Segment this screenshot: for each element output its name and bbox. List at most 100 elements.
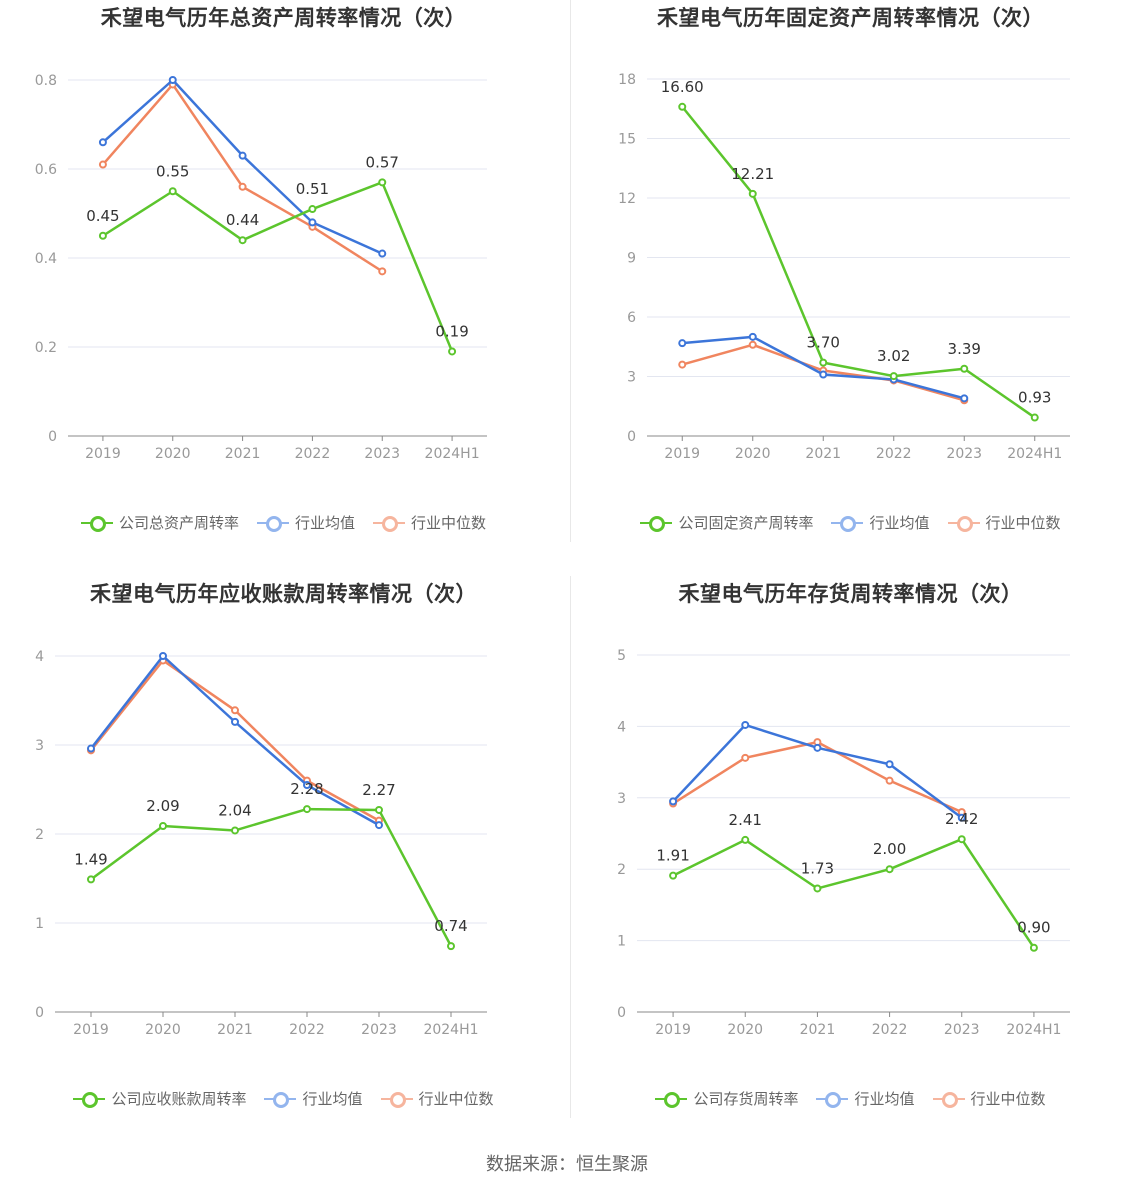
data-label: 3.70 [807,334,840,352]
legend-item-industry-average[interactable]: 行业均值 [256,512,355,533]
data-point[interactable] [819,370,828,379]
x-tick-label: 2022 [295,446,331,462]
legend-item-company[interactable]: 公司总资产周转率 [80,512,239,533]
data-point[interactable] [159,652,167,660]
data-point[interactable] [813,743,822,752]
legend-item-industry-median[interactable]: 行业中位数 [373,512,486,533]
data-label: 2.28 [290,780,323,798]
data-point[interactable] [678,102,687,111]
data-point[interactable] [375,821,383,830]
legend-label: 行业均值 [854,1090,915,1108]
data-point[interactable] [378,249,387,258]
data-point[interactable] [813,884,822,893]
data-point[interactable] [448,347,457,356]
data-point[interactable] [957,813,966,822]
data-point[interactable] [960,364,969,373]
data-point[interactable] [159,821,167,830]
legend-label: 公司固定资产周转率 [678,514,814,532]
data-point[interactable] [231,706,239,715]
x-tick-label: 2021 [217,1022,253,1038]
data-point[interactable] [308,218,317,227]
data-label: 12.21 [731,165,774,183]
data-point[interactable] [378,267,387,276]
data-point[interactable] [885,760,894,769]
legend-item-industry-median[interactable]: 行业中位数 [380,1088,494,1109]
data-point[interactable] [238,151,247,160]
legend-line-icon [816,1091,849,1108]
data-point[interactable] [231,717,239,726]
data-point[interactable] [238,236,247,245]
legend-item-industry-median[interactable]: 行业中位数 [932,1088,1046,1109]
data-point[interactable] [741,720,750,729]
data-point[interactable] [231,826,239,835]
x-tick-label: 2019 [655,1022,691,1038]
chart-plot: 0 1 2 3 4 5 2019 2020 2021 2022 2023 2024H1 1.91 2.41… [617,648,1070,1038]
x-tick-label: 2023 [361,1022,397,1038]
legend-item-company[interactable]: 公司应收账款周转率 [73,1088,246,1109]
data-point[interactable] [748,340,757,349]
series-line [672,837,1035,949]
chart-legend: 公司固定资产周转率 行业均值 行业中位数 [567,512,1134,533]
data-point[interactable] [98,231,107,240]
x-tick-label: 2021 [225,446,261,462]
y-tick-label: 0 [617,1005,626,1021]
data-point[interactable] [308,205,317,214]
data-point[interactable] [447,942,455,951]
data-point[interactable] [741,835,750,844]
series-line [90,659,380,822]
data-point[interactable] [819,358,828,367]
y-tick-label: 12 [618,191,636,207]
data-point[interactable] [885,865,894,874]
data-point[interactable] [889,372,898,381]
data-label: 3.39 [948,340,981,358]
data-point[interactable] [960,394,969,403]
data-point[interactable] [1029,943,1038,952]
data-label: 0.55 [156,162,189,180]
data-point[interactable] [957,835,966,844]
vertical-divider-top [570,0,571,542]
legend-label: 行业中位数 [970,1090,1046,1108]
data-point[interactable] [303,805,311,814]
legend-item-industry-average[interactable]: 行业均值 [831,512,930,533]
y-tick-label: 4 [35,649,44,665]
data-point[interactable] [378,178,387,187]
data-point[interactable] [238,182,247,191]
legend-item-company[interactable]: 公司存货周转率 [655,1088,798,1109]
data-point[interactable] [168,76,177,84]
data-point[interactable] [1030,413,1039,422]
data-point[interactable] [669,797,678,806]
data-label: 16.60 [661,78,704,96]
data-point[interactable] [885,776,894,785]
data-label: 2.27 [362,781,395,799]
data-point[interactable] [303,781,311,790]
data-point[interactable] [87,744,95,753]
chart-legend: 公司应收账款周转率 行业均值 行业中位数 [0,1088,567,1109]
series-line [90,654,380,827]
data-point[interactable] [98,160,107,169]
legend-item-industry-average[interactable]: 行业均值 [264,1088,363,1109]
legend-label: 公司总资产周转率 [118,514,239,532]
data-point[interactable] [98,138,107,147]
data-source-note: 数据来源：恒生聚源 [486,1154,648,1175]
y-tick-label: 3 [35,738,44,754]
chart-legend: 公司存货周转率 行业均值 行业中位数 [567,1088,1134,1109]
data-point[interactable] [168,187,177,196]
legend-line-icon [264,1091,297,1108]
data-point[interactable] [375,805,383,814]
legend-item-industry-median[interactable]: 行业中位数 [947,512,1061,533]
legend-item-company[interactable]: 公司固定资产周转率 [640,512,813,533]
y-tick-label: 0 [627,429,636,445]
data-point[interactable] [741,753,750,762]
data-point[interactable] [748,189,757,198]
data-point[interactable] [87,875,95,884]
data-point[interactable] [669,871,678,880]
data-point[interactable] [678,360,687,369]
legend-label: 行业均值 [869,514,930,532]
data-point[interactable] [748,332,757,341]
legend-item-industry-average[interactable]: 行业均值 [816,1088,915,1109]
x-tick-label: 2023 [944,1022,980,1038]
chart-title: 禾望电气历年总资产周转率情况（次） [100,6,467,30]
data-point[interactable] [678,339,687,348]
data-label: 0.90 [1017,919,1050,937]
legend-line-icon [380,1091,413,1108]
